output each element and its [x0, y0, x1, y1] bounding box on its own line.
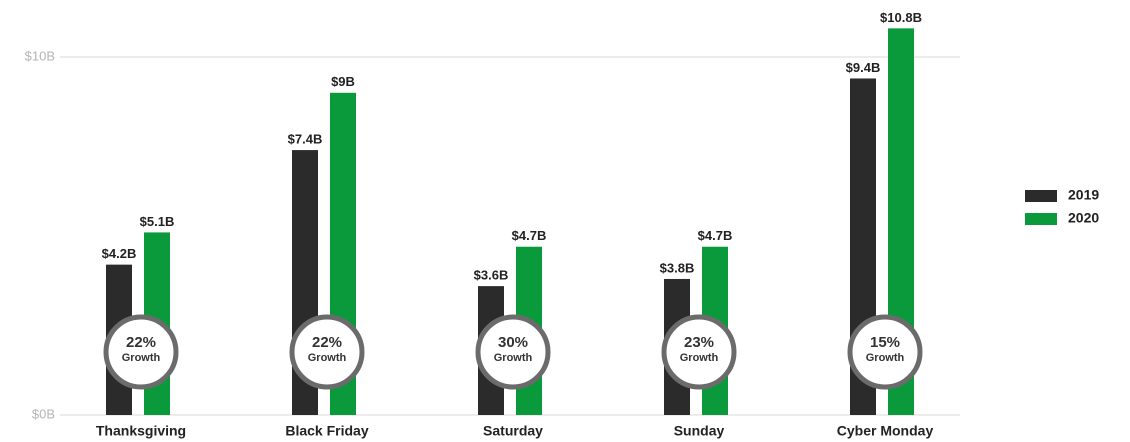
growth-caption: Growth	[122, 352, 161, 364]
growth-badge	[847, 314, 923, 390]
x-tick-label: Cyber Monday	[837, 423, 934, 439]
data-label: $7.4B	[288, 132, 323, 147]
data-label: $5.1B	[140, 214, 175, 229]
data-label: $3.8B	[660, 260, 695, 275]
growth-percent: 15%	[870, 334, 900, 351]
x-tick-label: Sunday	[674, 423, 725, 439]
data-label: $9.4B	[846, 60, 881, 75]
data-label: $10.8B	[880, 10, 922, 25]
data-label: $9B	[331, 74, 355, 89]
data-label: $4.7B	[698, 228, 733, 243]
legend-swatch	[1025, 213, 1057, 225]
x-tick-label: Thanksgiving	[96, 423, 186, 439]
y-tick-label: $0B	[32, 406, 55, 421]
data-label: $4.7B	[512, 228, 547, 243]
growth-caption: Growth	[866, 352, 905, 364]
legend-swatch	[1025, 190, 1057, 202]
growth-badge	[289, 314, 365, 390]
legend-label: 2019	[1068, 187, 1099, 203]
growth-badge	[661, 314, 737, 390]
growth-percent: 30%	[498, 334, 528, 351]
data-label: $4.2B	[102, 246, 137, 261]
x-tick-label: Saturday	[483, 423, 543, 439]
growth-percent: 22%	[312, 334, 342, 351]
growth-percent: 23%	[684, 334, 714, 351]
growth-caption: Growth	[308, 352, 347, 364]
growth-caption: Growth	[494, 352, 533, 364]
growth-badge	[103, 314, 179, 390]
growth-badge	[475, 314, 551, 390]
data-label: $3.6B	[474, 268, 509, 283]
legend-label: 2020	[1068, 210, 1099, 226]
growth-percent: 22%	[126, 334, 156, 351]
y-tick-label: $10B	[25, 48, 55, 63]
growth-caption: Growth	[680, 352, 719, 364]
x-tick-label: Black Friday	[285, 423, 368, 439]
